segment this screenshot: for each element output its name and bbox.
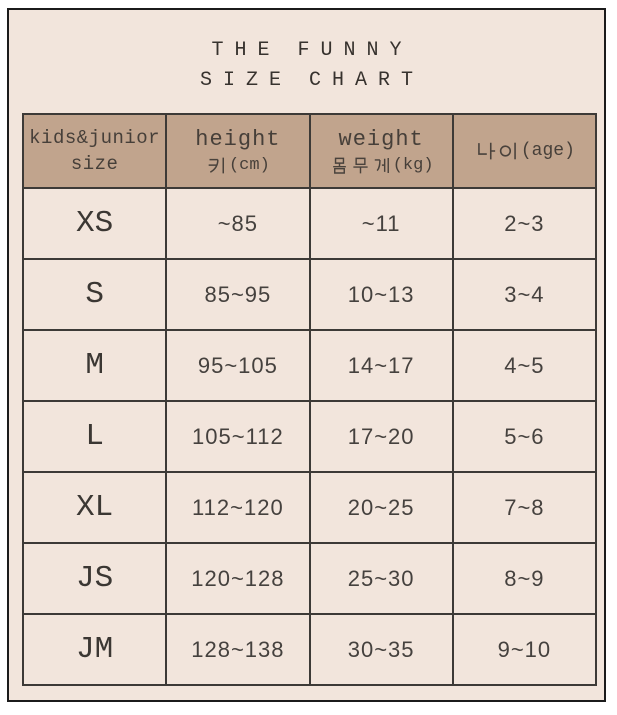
col-header-weight-stack: weight (kg [311, 115, 452, 187]
height-cell: 105~112 [165, 400, 311, 473]
size-cell: S [21, 258, 168, 331]
col-header-weight: weight (kg [308, 113, 454, 189]
table-row-xl: XL 112~120 20~25 7~8 [21, 471, 598, 544]
col-header-weight-sub: (kg) [329, 155, 434, 176]
hangul-ge-glyph [374, 157, 389, 173]
table-row-m: M 95~105 14~17 4~5 [21, 329, 598, 402]
size-cell: XL [21, 471, 168, 544]
height-unit-label: (cm) [228, 155, 270, 175]
weight-cell: ~11 [308, 187, 454, 260]
weight-cell: 30~35 [308, 613, 454, 686]
col-header-size-line2: size [70, 152, 119, 175]
weight-cell: 10~13 [308, 258, 454, 331]
table-row-js: JS 120~128 25~30 8~9 [21, 542, 598, 615]
hangul-i-glyph [499, 142, 516, 160]
age-cell: 7~8 [451, 471, 598, 544]
size-chart-table: kids&junior size height (cm) [21, 113, 598, 686]
table-body: XS ~85 ~11 2~3 S 85~95 10~13 3~4 M 95~10… [21, 187, 598, 686]
age-unit-label: (age) [520, 141, 575, 161]
table-header: kids&junior size height (cm) [21, 113, 598, 189]
col-header-size-stack: kids&junior size [24, 115, 165, 187]
weight-cell: 20~25 [308, 471, 454, 544]
size-cell: JM [21, 613, 168, 686]
col-header-size: kids&junior size [21, 113, 168, 189]
col-header-age: (age) [451, 113, 598, 189]
table-row-jm: JM 128~138 30~35 9~10 [21, 613, 598, 686]
col-header-height-label: height [195, 126, 281, 152]
height-cell: 112~120 [165, 471, 311, 544]
chart-title: THE FUNNY SIZE CHART [9, 36, 604, 96]
table-row-xs: XS ~85 ~11 2~3 [21, 187, 598, 260]
age-cell: 2~3 [451, 187, 598, 260]
col-header-age-sub: (age) [474, 140, 575, 162]
table-row-s: S 85~95 10~13 3~4 [21, 258, 598, 331]
size-cell: L [21, 400, 168, 473]
age-cell: 4~5 [451, 329, 598, 402]
chart-title-line2: SIZE CHART [199, 69, 425, 92]
age-cell: 9~10 [451, 613, 598, 686]
weight-unit-label: (kg) [392, 155, 434, 175]
outer-frame: THE FUNNY SIZE CHART kids&junior size [7, 8, 606, 702]
hangul-mu-glyph [353, 157, 368, 173]
weight-cell: 25~30 [308, 542, 454, 615]
hangul-ki-glyph [208, 157, 224, 173]
height-cell: ~85 [165, 187, 311, 260]
height-cell: 120~128 [165, 542, 311, 615]
chart-title-line1: THE FUNNY [211, 39, 413, 62]
col-header-height: height (cm) [165, 113, 311, 189]
table-row-l: L 105~112 17~20 5~6 [21, 400, 598, 473]
col-header-height-stack: height (cm) [167, 115, 308, 187]
size-cell: XS [21, 187, 168, 260]
height-cell: 85~95 [165, 258, 311, 331]
hangul-mom-glyph [332, 157, 346, 174]
col-header-age-stack: (age) [454, 115, 595, 187]
height-cell: 95~105 [165, 329, 311, 402]
weight-cell: 14~17 [308, 329, 454, 402]
size-cell: JS [21, 542, 168, 615]
age-cell: 8~9 [451, 542, 598, 615]
size-cell: M [21, 329, 168, 402]
header-row: kids&junior size height (cm) [21, 113, 598, 189]
height-cell: 128~138 [165, 613, 311, 686]
col-header-size-line1: kids&junior [29, 126, 161, 149]
age-cell: 3~4 [451, 258, 598, 331]
col-header-weight-label: weight [338, 126, 424, 152]
age-cell: 5~6 [451, 400, 598, 473]
col-header-height-sub: (cm) [206, 155, 270, 176]
weight-cell: 17~20 [308, 400, 454, 473]
hangul-na-glyph [478, 142, 495, 160]
